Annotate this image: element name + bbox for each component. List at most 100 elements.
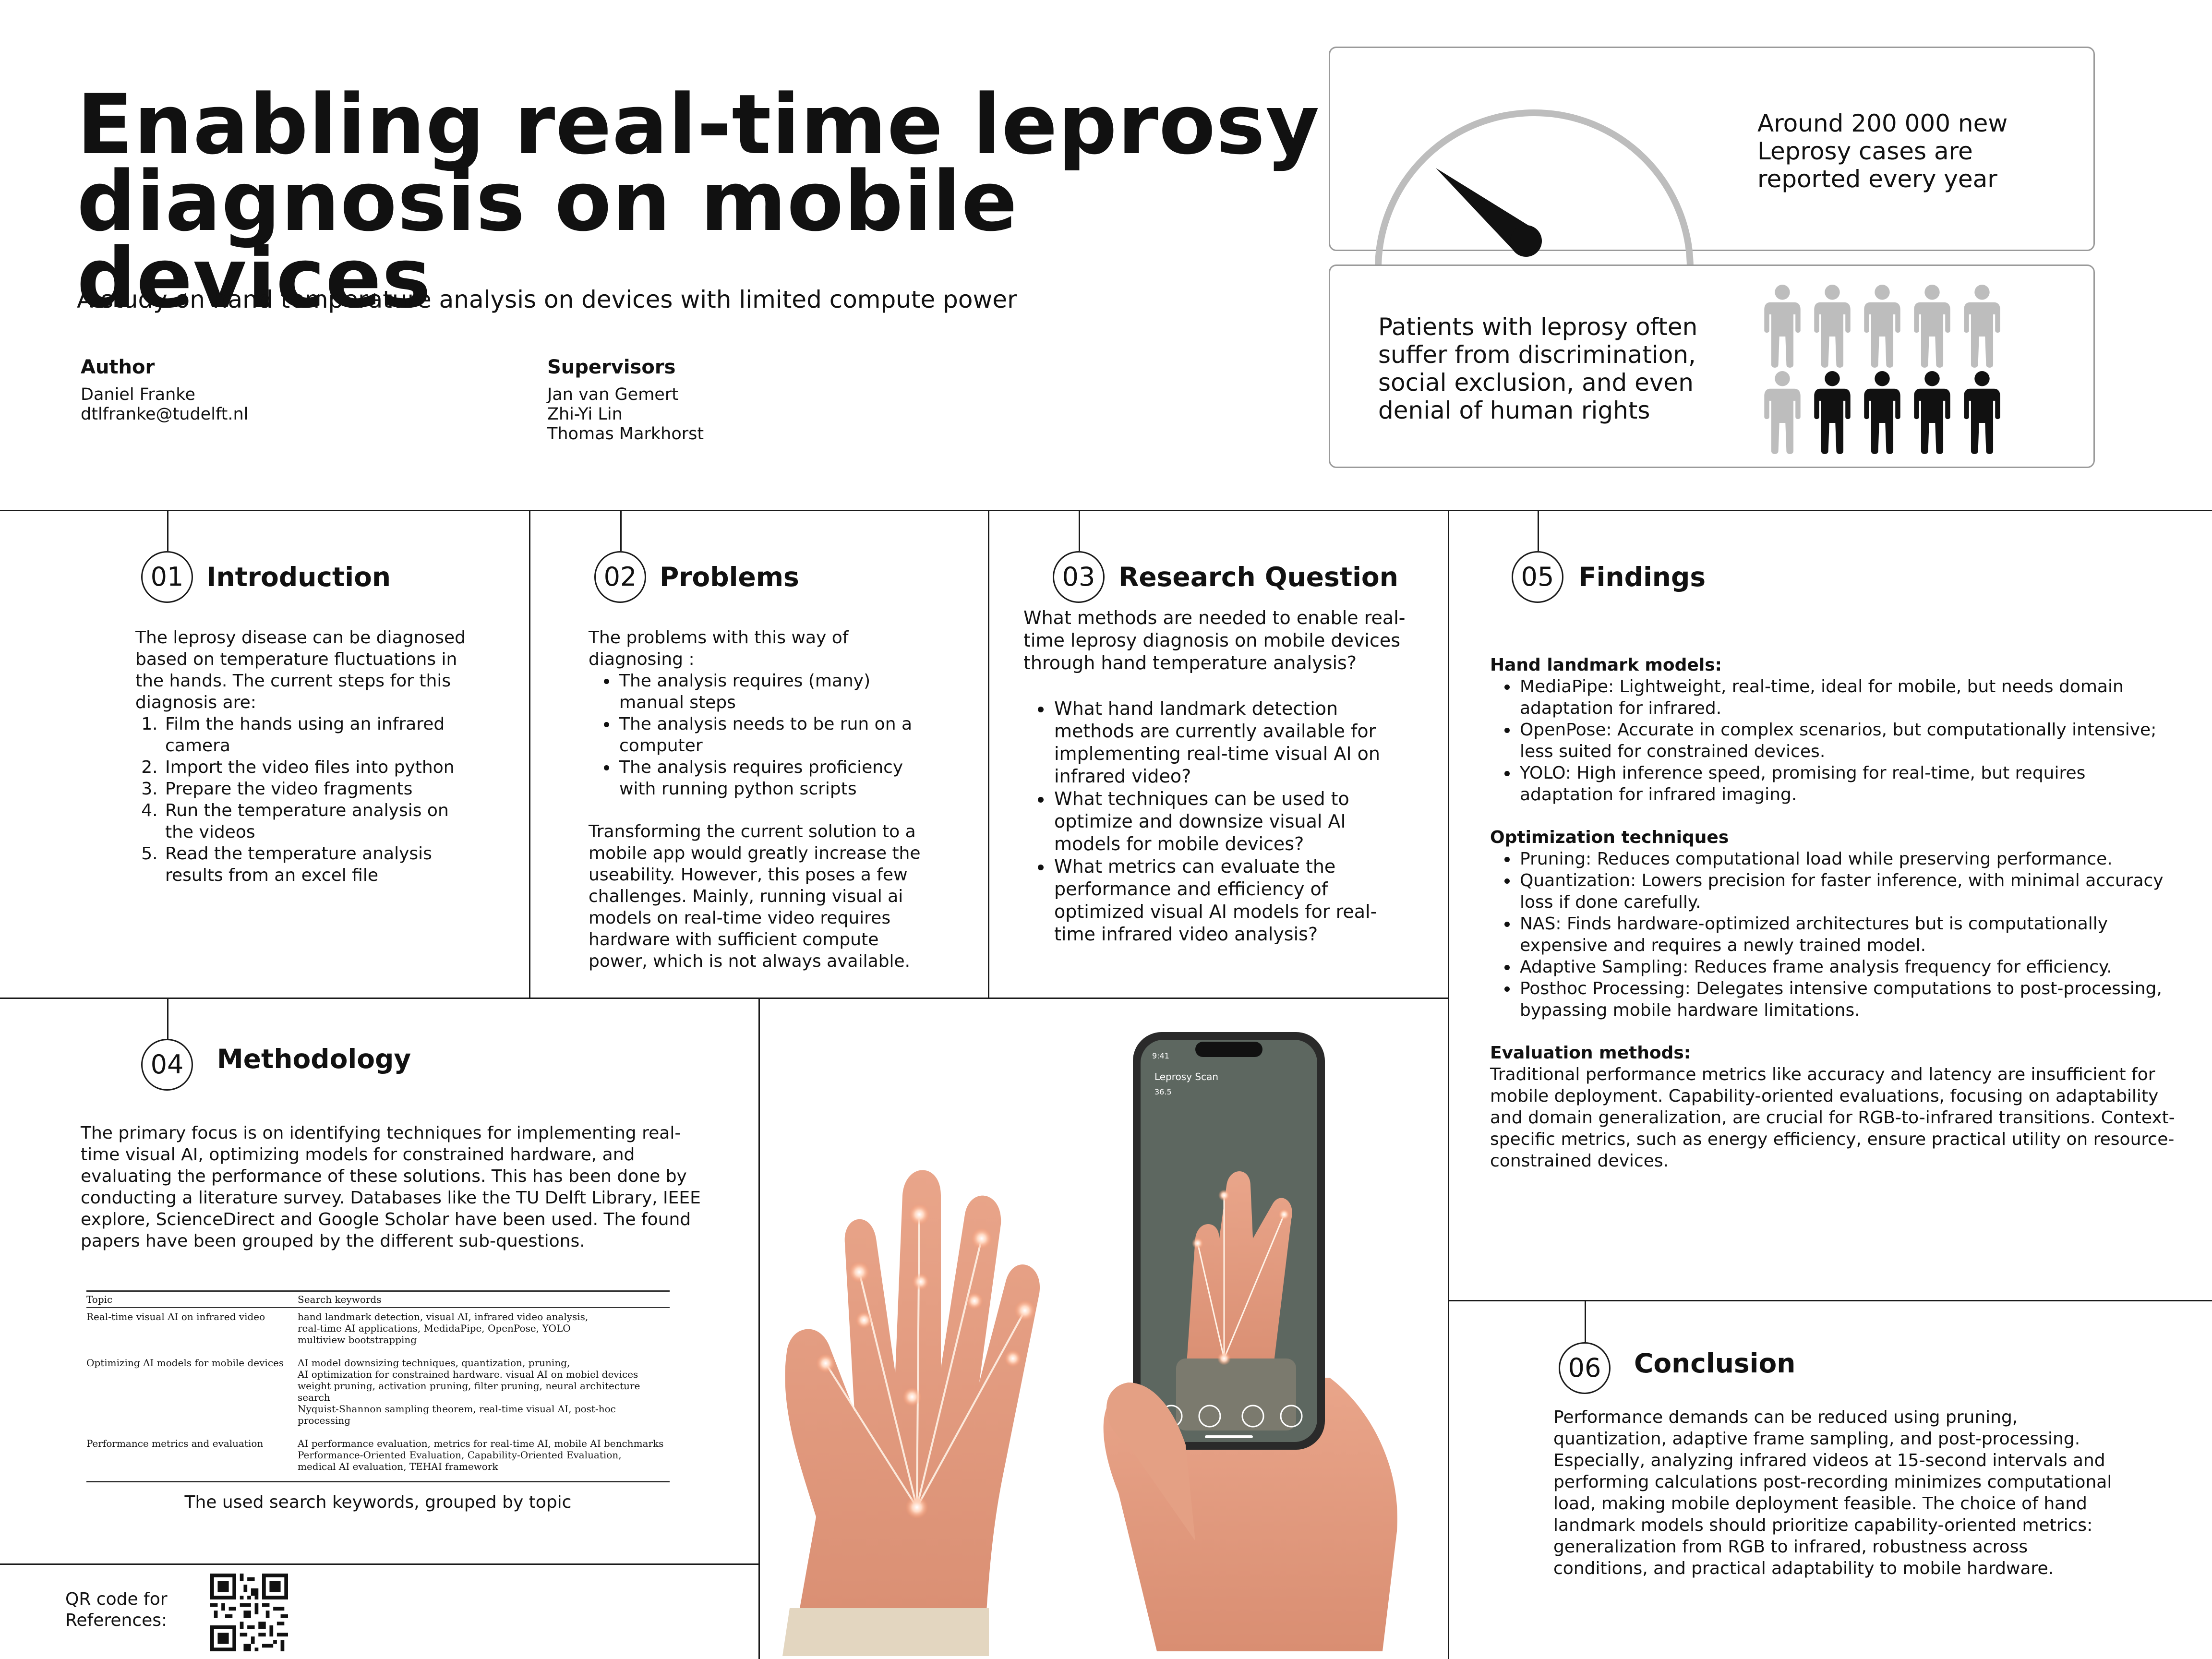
- poster-subtitle: A study on hand temperature analysis on …: [77, 286, 1017, 313]
- list-item: OpenPose: Accurate in complex scenarios,…: [1518, 719, 2181, 762]
- problems-intro: The problems with this way of diagnosing…: [589, 628, 849, 669]
- findings-body: Hand landmark models: MediaPipe: Lightwe…: [1490, 654, 2181, 1172]
- qr-label-line: QR code for: [65, 1589, 168, 1609]
- divider: [758, 998, 760, 1659]
- list-item: Prepare the video fragments: [163, 778, 481, 800]
- qr-label-line: References:: [65, 1611, 168, 1630]
- problems-body: The problems with this way of diagnosing…: [589, 627, 934, 972]
- supervisors-heading: Supervisors: [547, 356, 676, 378]
- keywords-table: Topic Search keywords Real-time visual A…: [86, 1290, 670, 1482]
- research-question: What methods are needed to enable real-t…: [1023, 607, 1406, 673]
- divider: [0, 1563, 758, 1565]
- table-row: Performance metrics and evaluation AI pe…: [86, 1435, 670, 1482]
- person-icon: [1814, 285, 1851, 368]
- person-icon: [1764, 371, 1801, 454]
- cases-stat-box: Around 200 000 new Leprosy cases are rep…: [1329, 47, 2095, 269]
- divider: [0, 998, 1449, 999]
- table-cell-keywords: AI model downsizing techniques, quantiza…: [298, 1354, 670, 1435]
- list-item: The analysis requires proficiency with r…: [617, 757, 934, 800]
- list-item: What hand landmark detection methods are…: [1052, 697, 1407, 788]
- qr-code-icon[interactable]: [210, 1574, 288, 1651]
- divider: [1448, 510, 1449, 1659]
- connector: [1538, 510, 1539, 551]
- section-number-01: 01: [141, 551, 193, 603]
- poster-title: Enabling real-time leprosy diagnosis on …: [77, 84, 1325, 326]
- author-heading: Author: [81, 356, 155, 378]
- qr-label: QR code for References:: [65, 1589, 168, 1631]
- divider: [988, 510, 989, 998]
- hands-phone-illustration: Leprosy Scan 9:41 36.5: [782, 1032, 1397, 1656]
- table-cell-keywords: AI performance evaluation, metrics for r…: [298, 1435, 670, 1482]
- findings-list: MediaPipe: Lightweight, real-time, ideal…: [1518, 676, 2181, 805]
- gauge-icon: [1375, 109, 1694, 269]
- findings-title: Findings: [1578, 562, 1706, 592]
- table-row: Real-time visual AI on infrared video ha…: [86, 1308, 670, 1354]
- section-number-06: 06: [1559, 1342, 1611, 1394]
- author-name: Daniel Franke: [81, 385, 195, 404]
- table-cell-topic: Real-time visual AI on infrared video: [86, 1311, 265, 1322]
- list-item: Pruning: Reduces computational load whil…: [1518, 848, 2181, 870]
- list-item: Adaptive Sampling: Reduces frame analysi…: [1518, 956, 2181, 978]
- cases-stat-text: Around 200 000 new Leprosy cases are rep…: [1757, 109, 2008, 193]
- methodology-text: The primary focus is on identifying tech…: [81, 1123, 701, 1251]
- list-item: NAS: Finds hardware-optimized architectu…: [1518, 913, 2181, 956]
- person-icon: [1864, 285, 1900, 368]
- problems-list: The analysis requires (many) manual step…: [617, 670, 934, 800]
- table-caption: The used search keywords, grouped by top…: [184, 1492, 572, 1512]
- person-icon: [1914, 285, 1950, 368]
- author-email[interactable]: dtlfranke@tudelft.nl: [81, 405, 249, 424]
- keyword-line: multiview bootstrapping: [298, 1334, 417, 1346]
- conclusion-text: Performance demands can be reduced using…: [1553, 1407, 2112, 1578]
- keyword-line: real-time AI applications, MedidaPipe, O…: [298, 1322, 571, 1334]
- methodology-title: Methodology: [217, 1044, 411, 1074]
- person-icon: [1864, 371, 1900, 454]
- phone-time: 9:41: [1152, 1051, 1169, 1060]
- findings-group-heading: Hand landmark models:: [1490, 655, 1722, 675]
- person-icon: [1964, 371, 2000, 454]
- supervisor-name: Zhi-Yi Lin: [547, 405, 623, 424]
- list-item: Import the video files into python: [163, 757, 481, 778]
- phone-reading: 36.5: [1154, 1087, 1172, 1096]
- findings-group-heading: Optimization techniques: [1490, 828, 1729, 847]
- cases-line: Leprosy cases are: [1757, 137, 1973, 165]
- list-item: Run the temperature analysis on the vide…: [163, 800, 481, 843]
- research-body: What methods are needed to enable real-t…: [1023, 607, 1407, 946]
- list-item: What techniques can be used to optimize …: [1052, 788, 1407, 855]
- table-row: Optimizing AI models for mobile devices …: [86, 1354, 670, 1435]
- keyword-line: Nyquist-Shannon sampling theorem, real-t…: [298, 1403, 616, 1426]
- problems-title: Problems: [660, 562, 799, 592]
- findings-list: Pruning: Reduces computational load whil…: [1518, 848, 2181, 1021]
- supervisor-name: Jan van Gemert: [547, 385, 678, 404]
- table-cell-topic: Performance metrics and evaluation: [86, 1435, 298, 1482]
- research-title: Research Question: [1118, 562, 1398, 592]
- keyword-line: medical AI evaluation, TEHAI framework: [298, 1461, 498, 1472]
- introduction-text: The leprosy disease can be diagnosed bas…: [135, 628, 466, 712]
- table-header: Topic: [86, 1290, 298, 1308]
- section-number-03: 03: [1053, 551, 1105, 603]
- list-item: MediaPipe: Lightweight, real-time, ideal…: [1518, 676, 2181, 719]
- section-number-02: 02: [594, 551, 646, 603]
- cases-line: Around 200 000 new: [1757, 109, 2008, 137]
- left-hand: [782, 1170, 1040, 1656]
- table-cell-keywords: hand landmark detection, visual AI, infr…: [298, 1308, 670, 1354]
- keyword-line: weight pruning, activation pruning, filt…: [298, 1380, 640, 1403]
- connector: [167, 510, 168, 551]
- connector: [167, 998, 168, 1039]
- supervisor-name: Thomas Markhorst: [547, 424, 704, 444]
- people-icon-grid: [1762, 284, 2012, 457]
- discrimination-line: social exclusion, and even: [1378, 369, 1694, 397]
- section-number-05: 05: [1512, 551, 1563, 603]
- table-header: Search keywords: [298, 1290, 670, 1308]
- keyword-line: hand landmark detection, visual AI, infr…: [298, 1311, 589, 1322]
- divider: [1449, 1300, 2212, 1301]
- evaluation-heading: Evaluation methods:: [1490, 1043, 1691, 1063]
- table-header-row: Topic Search keywords: [86, 1290, 670, 1308]
- problems-closing: Transforming the current solution to a m…: [589, 822, 921, 971]
- list-item: Film the hands using an infrared camera: [163, 713, 481, 757]
- connector: [1079, 510, 1080, 551]
- discrimination-line: Patients with leprosy often: [1378, 313, 1698, 341]
- keyword-line: AI model downsizing techniques, quantiza…: [298, 1357, 570, 1369]
- introduction-body: The leprosy disease can be diagnosed bas…: [135, 627, 481, 886]
- person-icon: [1914, 371, 1950, 454]
- title-line-2: diagnosis on mobile devices: [77, 153, 1018, 326]
